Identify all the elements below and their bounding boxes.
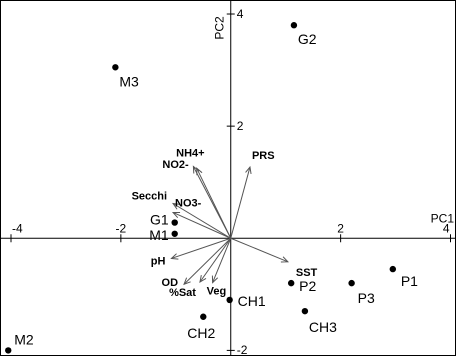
- site-label-ch1: CH1: [238, 293, 266, 309]
- site-label-p3: P3: [358, 290, 375, 306]
- vector-label-prs: PRS: [252, 150, 275, 162]
- vector-label-sst: SST: [296, 267, 318, 279]
- vector-no2: [196, 167, 232, 239]
- vector-veg: [212, 238, 232, 283]
- y-tick-label: -2: [237, 343, 248, 356]
- vector-label-veg: Veg: [207, 286, 227, 298]
- vector-secchi: [172, 203, 232, 239]
- site-point-p1: [389, 265, 397, 273]
- vector-label-secchi: Secchi: [132, 191, 167, 203]
- site-label-p1: P1: [401, 273, 418, 289]
- environmental-vectors: NH4+NO2- PRS Secchi NO3- pH OD%Sat Veg SST: [132, 148, 318, 299]
- vector-label-od: OD: [162, 277, 179, 289]
- y-axis-title: PC2: [213, 16, 227, 40]
- site-label-g1: G1: [150, 212, 169, 228]
- x-tick-label: 2: [337, 221, 344, 235]
- site-point-ch1: [226, 296, 233, 304]
- vector-od: [183, 237, 232, 285]
- site-point-m2: [5, 347, 12, 354]
- site-label-m2: M2: [14, 331, 34, 347]
- vector-prs: [230, 166, 251, 239]
- vector-label-nh4: NH4+: [176, 148, 204, 160]
- site-point-p2: [287, 279, 295, 287]
- vector-arrowhead: [183, 277, 191, 286]
- vector-label-no2: NO2-: [162, 159, 189, 171]
- vector-arrowhead: [172, 202, 181, 210]
- site-point-ch3: [301, 307, 309, 315]
- site-label-p2: P2: [299, 278, 316, 294]
- site-label-m1: M1: [149, 227, 169, 243]
- x-tick-label: -4: [12, 221, 23, 235]
- vector-arrowhead: [170, 253, 179, 260]
- site-label-ch3: CH3: [309, 319, 337, 335]
- vector-label-sat: %Sat: [169, 287, 196, 299]
- site-point-m3: [112, 64, 119, 71]
- vector-arrowhead: [196, 167, 203, 176]
- x-tick-label: 4: [443, 221, 450, 235]
- site-label-g2: G2: [298, 31, 317, 47]
- vector-arrowhead: [199, 275, 207, 283]
- vector-arrowhead: [211, 275, 219, 284]
- site-point-ch2: [200, 313, 207, 320]
- vector-label-ph: pH: [151, 255, 166, 267]
- y-tick-label: 2: [237, 119, 244, 133]
- site-point-p3: [348, 279, 355, 287]
- site-point-m1: [171, 230, 178, 237]
- vector-sat: [199, 237, 232, 283]
- site-label-ch2: CH2: [187, 325, 215, 341]
- x-axis-title: PC1: [431, 211, 455, 225]
- vector-no3: [172, 212, 231, 239]
- vector-arrowhead: [280, 256, 290, 263]
- vector-sst: [230, 237, 289, 263]
- site-label-m3: M3: [119, 73, 139, 89]
- vector-label-no3: NO3-: [175, 197, 202, 209]
- site-point-g2: [290, 22, 298, 29]
- vector-arrowhead: [171, 211, 181, 219]
- vector-ph: [171, 237, 231, 259]
- y-tick-label: 4: [237, 7, 244, 21]
- x-tick-label: -2: [116, 221, 127, 235]
- site-point-g1: [171, 219, 178, 226]
- vector-arrowhead: [245, 165, 252, 175]
